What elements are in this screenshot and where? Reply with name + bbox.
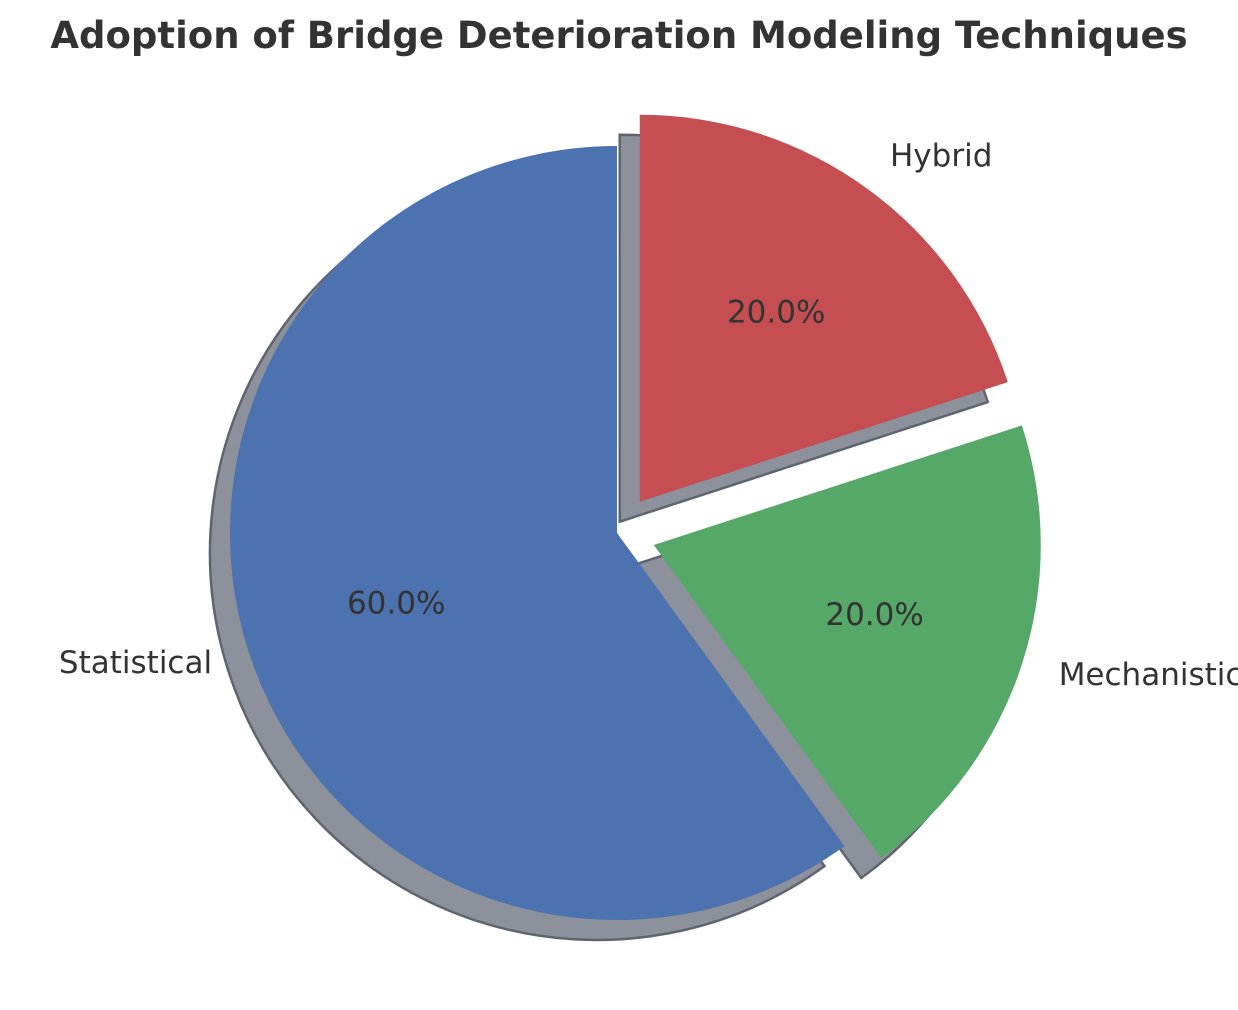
slice-percent-hybrid: 20.0% [727,294,825,330]
chart-title: Adoption of Bridge Deterioration Modelin… [50,14,1188,57]
slice-label-hybrid: Hybrid [890,138,992,174]
slice-mechanistic [653,425,1041,859]
slice-hybrid [639,114,1008,502]
pie-label-layer: Statistical 60.0% Mechanistic 20.0% Hybrid 20… [59,138,1238,693]
pie-slice-layer [229,114,1041,920]
slice-percent-statistical: 60.0% [347,585,445,621]
slice-label-mechanistic: Mechanistic [1059,657,1238,693]
slice-percent-mechanistic: 20.0% [825,597,923,633]
slice-label-statistical: Statistical [59,645,212,681]
slice-statistical [229,146,845,920]
